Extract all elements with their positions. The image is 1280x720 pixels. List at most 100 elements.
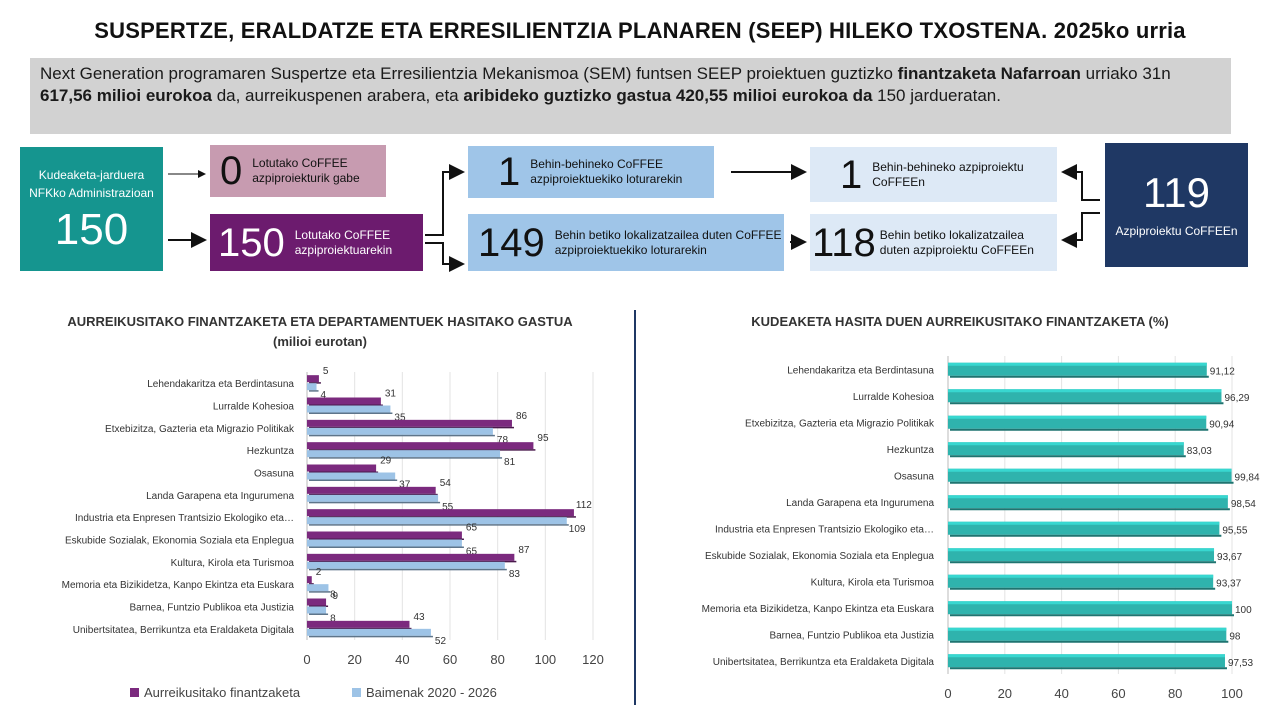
left-bar-shadow — [309, 426, 514, 429]
right-bar-highlight — [948, 415, 1207, 419]
left-data-label-financing: 86 — [516, 411, 528, 422]
right-x-tick-label: 80 — [1168, 686, 1182, 701]
legend-swatch-permits — [352, 688, 361, 697]
admin-actions-box: Kudeaketa-jarduera NFKko Administrazioan… — [20, 147, 163, 271]
left-bar-shadow — [309, 546, 464, 548]
right-category-label: Memoria eta Bizikidetza, Kanpo Ekintza e… — [702, 604, 935, 615]
left-data-label-financing: 95 — [537, 433, 549, 444]
left-bar-shadow — [309, 390, 319, 392]
left-bar-shadow — [309, 493, 438, 496]
total-subproject-value: 119 — [1143, 168, 1210, 216]
total-subproject-box: 119 Azpiproiektu CoFFEEn — [1105, 143, 1248, 267]
left-chart-title: AURREIKUSITAKO FINANTZAKETA ETA DEPARTAM… — [67, 314, 573, 349]
right-bar — [948, 362, 1207, 376]
left-category-label: Hezkuntza — [247, 446, 295, 457]
provisional-subproject-box: 1 Behin-behineko azpiproiektu CoFFEEn — [810, 147, 1057, 202]
left-category-label: Osasuna — [254, 469, 294, 480]
right-category-label: Kultura, Kirola eta Turismoa — [811, 577, 935, 588]
definitive-link-label: Behin betiko lokalizatzailea duten CoFFE… — [554, 227, 782, 257]
left-data-label-financing: 54 — [440, 478, 452, 489]
right-bar-shadow — [950, 402, 1224, 405]
left-bar-shadow — [309, 568, 507, 571]
left-bar-shadow — [309, 591, 331, 593]
left-category-label: Barnea, Funtzio Publikoa eta Justizia — [129, 603, 294, 614]
left-bar-financing — [307, 419, 512, 427]
right-bar-highlight — [948, 601, 1232, 605]
left-data-label-financing: 43 — [413, 612, 425, 623]
right-bar — [948, 495, 1228, 509]
right-bar-shadow — [950, 534, 1222, 537]
linked-label: Lotutako CoFFEE azpiproiektuarekin — [294, 227, 393, 257]
right-category-label: Unibertsitatea, Berrikuntza eta Eraldake… — [713, 657, 935, 668]
unlinked-box: 0 Lotutako CoFFEE azpiproiekturik gabe — [210, 145, 386, 197]
left-data-label-permits: 78 — [497, 435, 509, 446]
left-bar-shadow — [309, 471, 379, 473]
left-bar-shadow — [309, 605, 329, 607]
right-data-label: 90,94 — [1209, 419, 1234, 430]
left-bar-shadow — [309, 457, 503, 459]
left-bar-shadow — [309, 613, 329, 615]
right-data-label: 93,37 — [1216, 578, 1241, 589]
left-data-label-financing: 5 — [323, 366, 329, 377]
right-chart-title: KUDEAKETA HASITA DUEN AURREIKUSITAKO FIN… — [751, 314, 1169, 329]
left-bar-permits — [307, 584, 329, 592]
left-data-label-permits: 37 — [399, 480, 411, 491]
left-bar-financing — [307, 553, 515, 561]
left-bar-shadow — [309, 635, 433, 638]
right-data-label: 99,84 — [1235, 472, 1260, 483]
left-bar-shadow — [309, 404, 383, 406]
left-category-label: Eskubide Sozialak, Ekonomia Soziala eta … — [65, 536, 294, 547]
right-x-tick-label: 20 — [998, 686, 1012, 701]
right-bar — [948, 574, 1214, 588]
left-bar-shadow — [309, 538, 464, 540]
provisional-link-label: Behin-behineko CoFFEE azpiproiektuekiko … — [530, 157, 683, 186]
right-bar — [948, 442, 1184, 456]
left-category-label: Landa Garapena eta Ingurumena — [146, 491, 294, 502]
right-bar-shadow — [950, 561, 1217, 564]
left-category-label: Memoria eta Bizikidetza, Kanpo Ekintza e… — [62, 580, 295, 591]
left-bar-financing — [307, 509, 574, 517]
summary-text: Next Generation programaren Suspertze et… — [30, 58, 1231, 134]
summary-bold-1: finantzaketa Nafarroan — [897, 64, 1081, 83]
right-bar — [948, 415, 1207, 429]
right-bar-highlight — [948, 521, 1220, 525]
left-x-tick-label: 100 — [534, 652, 556, 667]
right-data-label: 98 — [1229, 631, 1241, 642]
right-bar-highlight — [948, 468, 1232, 472]
right-x-tick-label: 0 — [944, 686, 951, 701]
linked-box: 150 Lotutako CoFFEE azpiproiektuarekin — [210, 214, 423, 271]
left-data-label-permits: 55 — [442, 502, 454, 513]
left-bar-permits — [307, 450, 501, 458]
right-bar-highlight — [948, 442, 1184, 446]
summary-bold-2: 617,56 milioi eurokoa — [40, 86, 212, 105]
summary-part-4: 150 jardueratan. — [872, 86, 1001, 105]
left-bar-financing — [307, 620, 410, 628]
unlinked-label: Lotutako CoFFEE azpiproiekturik gabe — [252, 156, 360, 185]
left-bar-financing — [307, 486, 436, 494]
left-x-tick-label: 120 — [582, 652, 604, 667]
left-category-label: Lehendakaritza eta Berdintasuna — [147, 379, 294, 390]
right-data-label: 96,29 — [1224, 393, 1249, 404]
right-x-tick-label: 60 — [1111, 686, 1125, 701]
left-bar-shadow — [309, 560, 517, 563]
left-bar-permits — [307, 405, 391, 413]
left-bar-permits — [307, 383, 317, 391]
left-bar-shadow — [309, 382, 321, 384]
left-data-label-permits: 4 — [321, 390, 327, 401]
left-x-tick-label: 40 — [395, 652, 409, 667]
left-data-label-permits: 9 — [332, 591, 338, 602]
right-bar-shadow — [950, 375, 1209, 378]
left-bar-financing — [307, 531, 462, 539]
right-bar — [948, 468, 1232, 482]
right-bar — [948, 389, 1222, 403]
linked-value: 150 — [218, 220, 285, 265]
right-bar-shadow — [950, 428, 1209, 431]
left-bar-shadow — [309, 479, 398, 481]
right-bar — [948, 654, 1225, 668]
right-bar-shadow — [950, 587, 1216, 590]
summary-part-1: Next Generation programaren Suspertze et… — [40, 64, 898, 83]
left-bar-shadow — [309, 501, 441, 504]
left-bar-financing — [307, 576, 312, 584]
summary-bold-3: aribideko guztizko gastua 420,55 milioi … — [463, 86, 873, 105]
